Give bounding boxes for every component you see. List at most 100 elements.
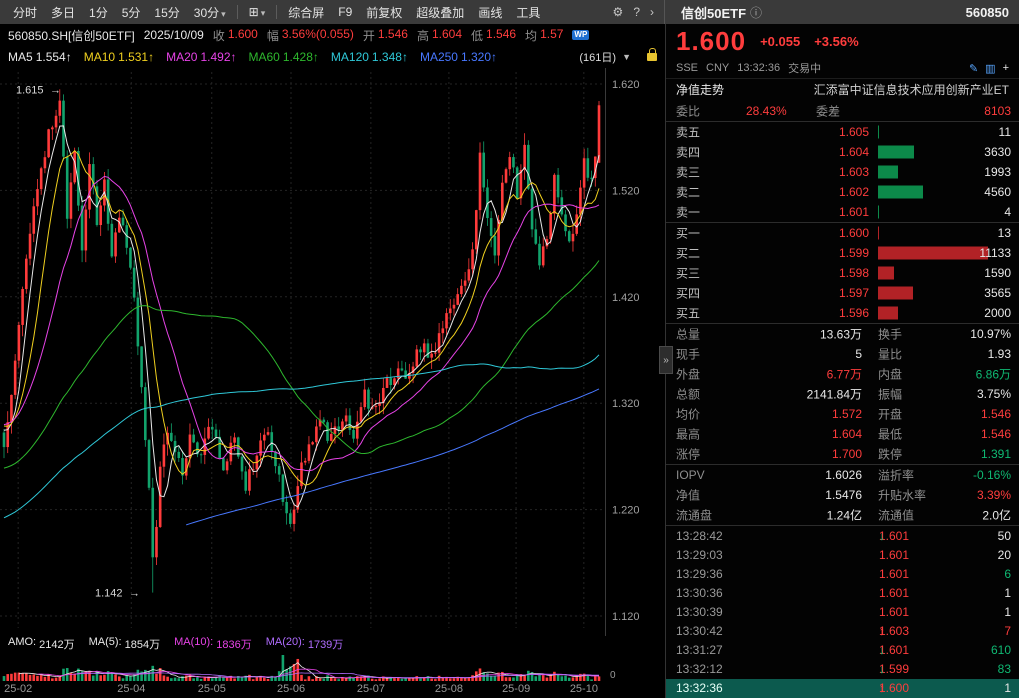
divider <box>666 222 1019 223</box>
wp-badge-icon[interactable]: WP <box>572 30 590 40</box>
stat-value-2: 10.97% <box>970 327 1011 341</box>
bid-depth-bar <box>878 286 913 300</box>
toolbar-tab-5min[interactable]: 5分 <box>121 5 141 20</box>
lock-icon[interactable] <box>647 48 657 61</box>
tick-price-value: 1.603 <box>879 624 910 639</box>
order-imbalance-row: 委比 28.43% 委差 8103 <box>666 100 1019 121</box>
tick-price-value: 1.601 <box>879 528 910 543</box>
stat-value-1: 1.572 <box>831 407 862 421</box>
bid-price[interactable]: 1.596 <box>838 306 869 320</box>
volume-bar <box>541 675 545 681</box>
stat-label-1: 总量 <box>676 327 701 342</box>
divider <box>666 464 1019 465</box>
stat-label-2: 内盘 <box>878 367 903 382</box>
amo-label: AMO: <box>8 636 37 648</box>
volume-bar <box>147 670 151 681</box>
volume-bar <box>571 677 575 681</box>
volume-bar <box>222 677 225 681</box>
panel-collapse-handle[interactable]: » <box>659 346 673 374</box>
field-low-value: 1.546 <box>486 26 517 41</box>
toolbar-tab-fenshi[interactable]: 分时 <box>13 5 38 20</box>
period-selector[interactable]: (161日) ▼ <box>579 49 631 65</box>
bid-price[interactable]: 1.598 <box>838 266 869 280</box>
edit-icon[interactable]: ✎ <box>968 62 979 75</box>
ask-price[interactable]: 1.604 <box>838 145 869 159</box>
volume-bar <box>6 674 10 681</box>
candlestick-chart-area[interactable]: 1.620 1.520 1.420 1.320 1.220 1.120 1.615 → 1.14… <box>0 68 665 636</box>
toolbar-menu-forward-adjust[interactable]: 前复权 <box>366 5 403 20</box>
ask-price[interactable]: 1.605 <box>838 125 869 139</box>
toolbar-menu-draw-line[interactable]: 画线 <box>478 5 503 20</box>
bid-price[interactable]: 1.599 <box>838 246 869 260</box>
bid-price[interactable]: 1.600 <box>838 226 869 240</box>
amo-item-3: MA(20): 1739万 <box>266 636 344 652</box>
iopv-label-2: 流通值 <box>878 508 915 523</box>
volume-bar <box>567 677 571 681</box>
more-chevron-icon[interactable]: › <box>650 5 654 19</box>
volume-bar <box>210 678 214 681</box>
volume-bar <box>430 678 433 681</box>
volume-bar <box>218 675 221 681</box>
weibi-label: 委比 <box>676 104 701 118</box>
stat-row: 现手 5 量比 1.93 <box>666 344 1019 364</box>
field-avg-value: 1.57 <box>540 26 564 41</box>
toolbar-menu-f9[interactable]: F9 <box>338 5 353 19</box>
up-arrow-icon: ↑ <box>879 681 885 696</box>
ma-value: 1.348↑ <box>371 50 408 64</box>
quote-detail-panel: 1.600 +0.055 +3.56% SSE CNY 13:32:36 交易中… <box>665 24 1019 698</box>
candlestick-chart[interactable]: 1.620 1.520 1.420 1.320 1.220 1.120 1.615 → 1.14… <box>0 68 665 636</box>
ask-price[interactable]: 1.602 <box>838 185 869 199</box>
ask-price[interactable]: 1.603 <box>838 165 869 179</box>
dropdown-caret-icon: ▾ <box>221 8 226 19</box>
toolbar-tab-1min[interactable]: 1分 <box>89 5 108 20</box>
volume-bar <box>125 675 129 681</box>
stat-label-2: 量比 <box>878 347 903 362</box>
volume-bar <box>411 678 415 681</box>
toolbar-tab-15min[interactable]: 15分 <box>154 5 180 20</box>
symbol-label: 560850.SH[信创50ETF] <box>8 28 135 43</box>
toolbar-tab-30min[interactable]: 30分 ▾ <box>193 5 226 20</box>
ask-depth-bar <box>878 185 923 199</box>
stat-value-1: 5 <box>855 347 862 361</box>
quote-header: 信创50ETF ⓘ 560850 <box>665 0 1019 24</box>
tick-trade-list[interactable]: 13:28:42 1.601 ↓ 50 13:29:03 1.601 20 13:29:36 1… <box>666 526 1019 698</box>
bid-price[interactable]: 1.597 <box>838 286 869 300</box>
exchange-label: SSE <box>676 62 699 74</box>
stats-grid: 总量 13.63万 换手 10.97% 现手 5 量比 1.93 外盘 6.77万 内盘 6.86万总… <box>666 324 1019 464</box>
toolbar-menu-tools[interactable]: 工具 <box>516 5 541 20</box>
volume-bar <box>579 673 582 681</box>
ask-row-2: 卖四 1.604 3630 <box>666 142 1019 162</box>
help-icon[interactable]: ? <box>633 5 640 19</box>
iopv-grid: IOPV 1.6026 溢折率 -0.16% 净值 1.5476 升贴水率 3.39% 流通盘 1… <box>666 465 1019 525</box>
info-icon[interactable]: ⓘ <box>750 5 763 20</box>
toolbar-separator <box>276 5 278 19</box>
toolbar-tab-duori[interactable]: 多日 <box>51 5 76 20</box>
field-avg-label: 均 <box>525 28 538 43</box>
volume-bar <box>132 674 136 681</box>
volume-chart[interactable] <box>0 652 665 682</box>
top-toolbar: 分时 多日 1分 5分 15分 30分 ▾ ⊞ ▾ 综合屏 F9 前复权 超级叠加 画线 工具 ⚙? › 信创5… <box>0 0 1019 24</box>
plus-icon[interactable]: + <box>1002 61 1009 74</box>
volume-bar <box>355 676 359 681</box>
settings-gear-icon[interactable]: ⚙ <box>612 5 624 19</box>
toolbar-menu-super-overlay[interactable]: 超级叠加 <box>416 5 465 20</box>
tick-time: 13:30:39 <box>676 604 723 619</box>
volume-ma-line <box>74 672 600 679</box>
chart-type-selector[interactable]: ⊞ ▾ <box>248 5 266 19</box>
nav-trend-link[interactable]: 净值走势 <box>676 83 725 97</box>
volume-bar <box>333 678 337 681</box>
ask-price[interactable]: 1.601 <box>838 205 869 219</box>
up-arrow-icon: ↑ <box>879 624 885 639</box>
toolbar-menu-composite-screen[interactable]: 综合屏 <box>288 5 325 20</box>
volume-bar <box>593 675 597 681</box>
fund-nav-row: 净值走势 汇添富中证信息技术应用创新产业ET <box>666 79 1019 100</box>
volume-chart-area[interactable]: 0 <box>0 652 665 682</box>
tick-row: 13:29:36 1.601 6 <box>666 564 1019 583</box>
volume-bar <box>437 675 441 681</box>
ma-item-ma20: MA20 1.492↑ <box>166 50 236 64</box>
chart-panel: 560850.SH[信创50ETF] 2025/10/09 收 1.600 幅 3.56%… <box>0 24 665 698</box>
low-price-annotation: 1.142 <box>95 588 123 600</box>
bid-volume: 11133 <box>979 246 1011 260</box>
kline-icon[interactable]: ▥ <box>985 62 996 75</box>
volume-bar <box>236 675 240 681</box>
